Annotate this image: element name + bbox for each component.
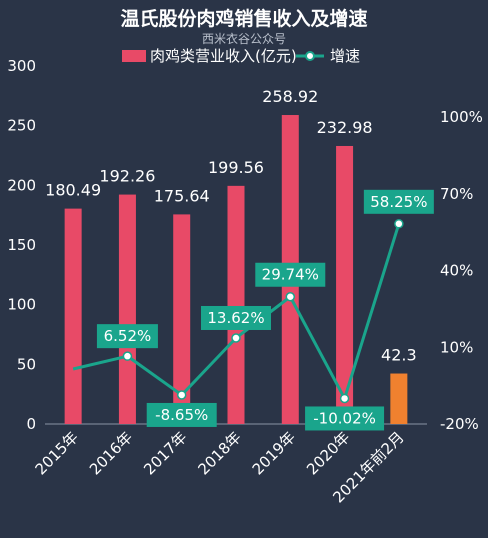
growth-label-4: 29.74% bbox=[262, 266, 319, 284]
bar-value-label-5: 232.98 bbox=[317, 118, 373, 137]
bar-2 bbox=[173, 214, 191, 424]
x-tick-label-1: 2016年 bbox=[86, 428, 136, 478]
growth-point-6 bbox=[394, 219, 404, 229]
bar-value-label-0: 180.49 bbox=[45, 181, 101, 200]
growth-label-2: -8.65% bbox=[155, 406, 208, 424]
left-tick-label-6: 300 bbox=[7, 57, 36, 75]
bar-5 bbox=[336, 145, 354, 424]
growth-label-3: 13.62% bbox=[207, 309, 264, 327]
bar-series bbox=[64, 115, 408, 425]
chart-title: 温氏股份肉鸡销售收入及增速 bbox=[120, 7, 367, 30]
line-series: 6.52% -8.65% 13.62% 29.74% -10.02% 58.25% bbox=[72, 189, 434, 431]
bar-value-label-1: 192.26 bbox=[99, 167, 155, 186]
left-axis: 0 50 100 150 200 250 300 bbox=[7, 57, 36, 433]
growth-label-box-4 bbox=[255, 262, 326, 287]
growth-point-1 bbox=[122, 351, 133, 361]
chart-subtitle: 西米衣谷公众号 bbox=[202, 31, 286, 46]
growth-point-2 bbox=[176, 390, 187, 400]
growth-point-5 bbox=[339, 393, 350, 404]
x-tick-label-3: 2018年 bbox=[194, 428, 244, 478]
legend-bar-label: 肉鸡类营业收入(亿元) bbox=[150, 47, 297, 65]
growth-point-4 bbox=[285, 291, 296, 302]
legend-line-label: 增速 bbox=[330, 47, 360, 65]
bar-1 bbox=[118, 194, 136, 424]
growth-label-box-5 bbox=[305, 406, 385, 431]
right-axis: -20% 10% 40% 70% 100% bbox=[440, 108, 483, 433]
growth-label-1: 6.52% bbox=[104, 327, 152, 345]
growth-label-box-2 bbox=[146, 402, 217, 427]
growth-label-box-1 bbox=[96, 324, 158, 349]
bar-0 bbox=[64, 208, 82, 424]
left-tick-label-5: 250 bbox=[7, 117, 36, 135]
right-tick-label-3: 70% bbox=[440, 185, 473, 203]
x-tick-label-2: 2017年 bbox=[140, 428, 190, 478]
x-tick-label-0: 2015年 bbox=[32, 428, 82, 478]
x-tick-label-5: 2020年 bbox=[303, 428, 353, 478]
bar-value-label-4: 258.92 bbox=[262, 87, 318, 106]
bar-3 bbox=[227, 185, 245, 424]
left-tick-label-0: 0 bbox=[26, 415, 36, 433]
growth-point-3 bbox=[231, 333, 241, 343]
legend-line-marker bbox=[305, 51, 315, 61]
growth-label-6: 58.25% bbox=[370, 193, 427, 211]
bar-6 bbox=[390, 373, 408, 424]
right-tick-label-1: 10% bbox=[440, 338, 473, 356]
growth-label-box-6 bbox=[363, 189, 434, 214]
right-tick-label-0: -20% bbox=[440, 415, 479, 433]
x-tick-label-4: 2019年 bbox=[249, 428, 299, 478]
legend-bar-swatch bbox=[122, 50, 146, 62]
right-tick-label-2: 40% bbox=[440, 262, 473, 280]
left-tick-label-3: 150 bbox=[7, 236, 36, 254]
bar-value-label-3: 199.56 bbox=[208, 158, 264, 177]
left-tick-label-4: 200 bbox=[7, 176, 36, 194]
bar-value-label-2: 175.64 bbox=[154, 186, 210, 205]
left-tick-label-2: 100 bbox=[7, 296, 36, 314]
bar-value-label-6: 42.3 bbox=[381, 346, 417, 365]
growth-label-5: -10.02% bbox=[313, 409, 376, 427]
legend: 肉鸡类营业收入(亿元) 增速 bbox=[122, 47, 360, 65]
right-tick-label-4: 100% bbox=[440, 108, 483, 126]
left-tick-label-1: 50 bbox=[17, 355, 36, 373]
growth-label-box-3 bbox=[201, 305, 271, 330]
